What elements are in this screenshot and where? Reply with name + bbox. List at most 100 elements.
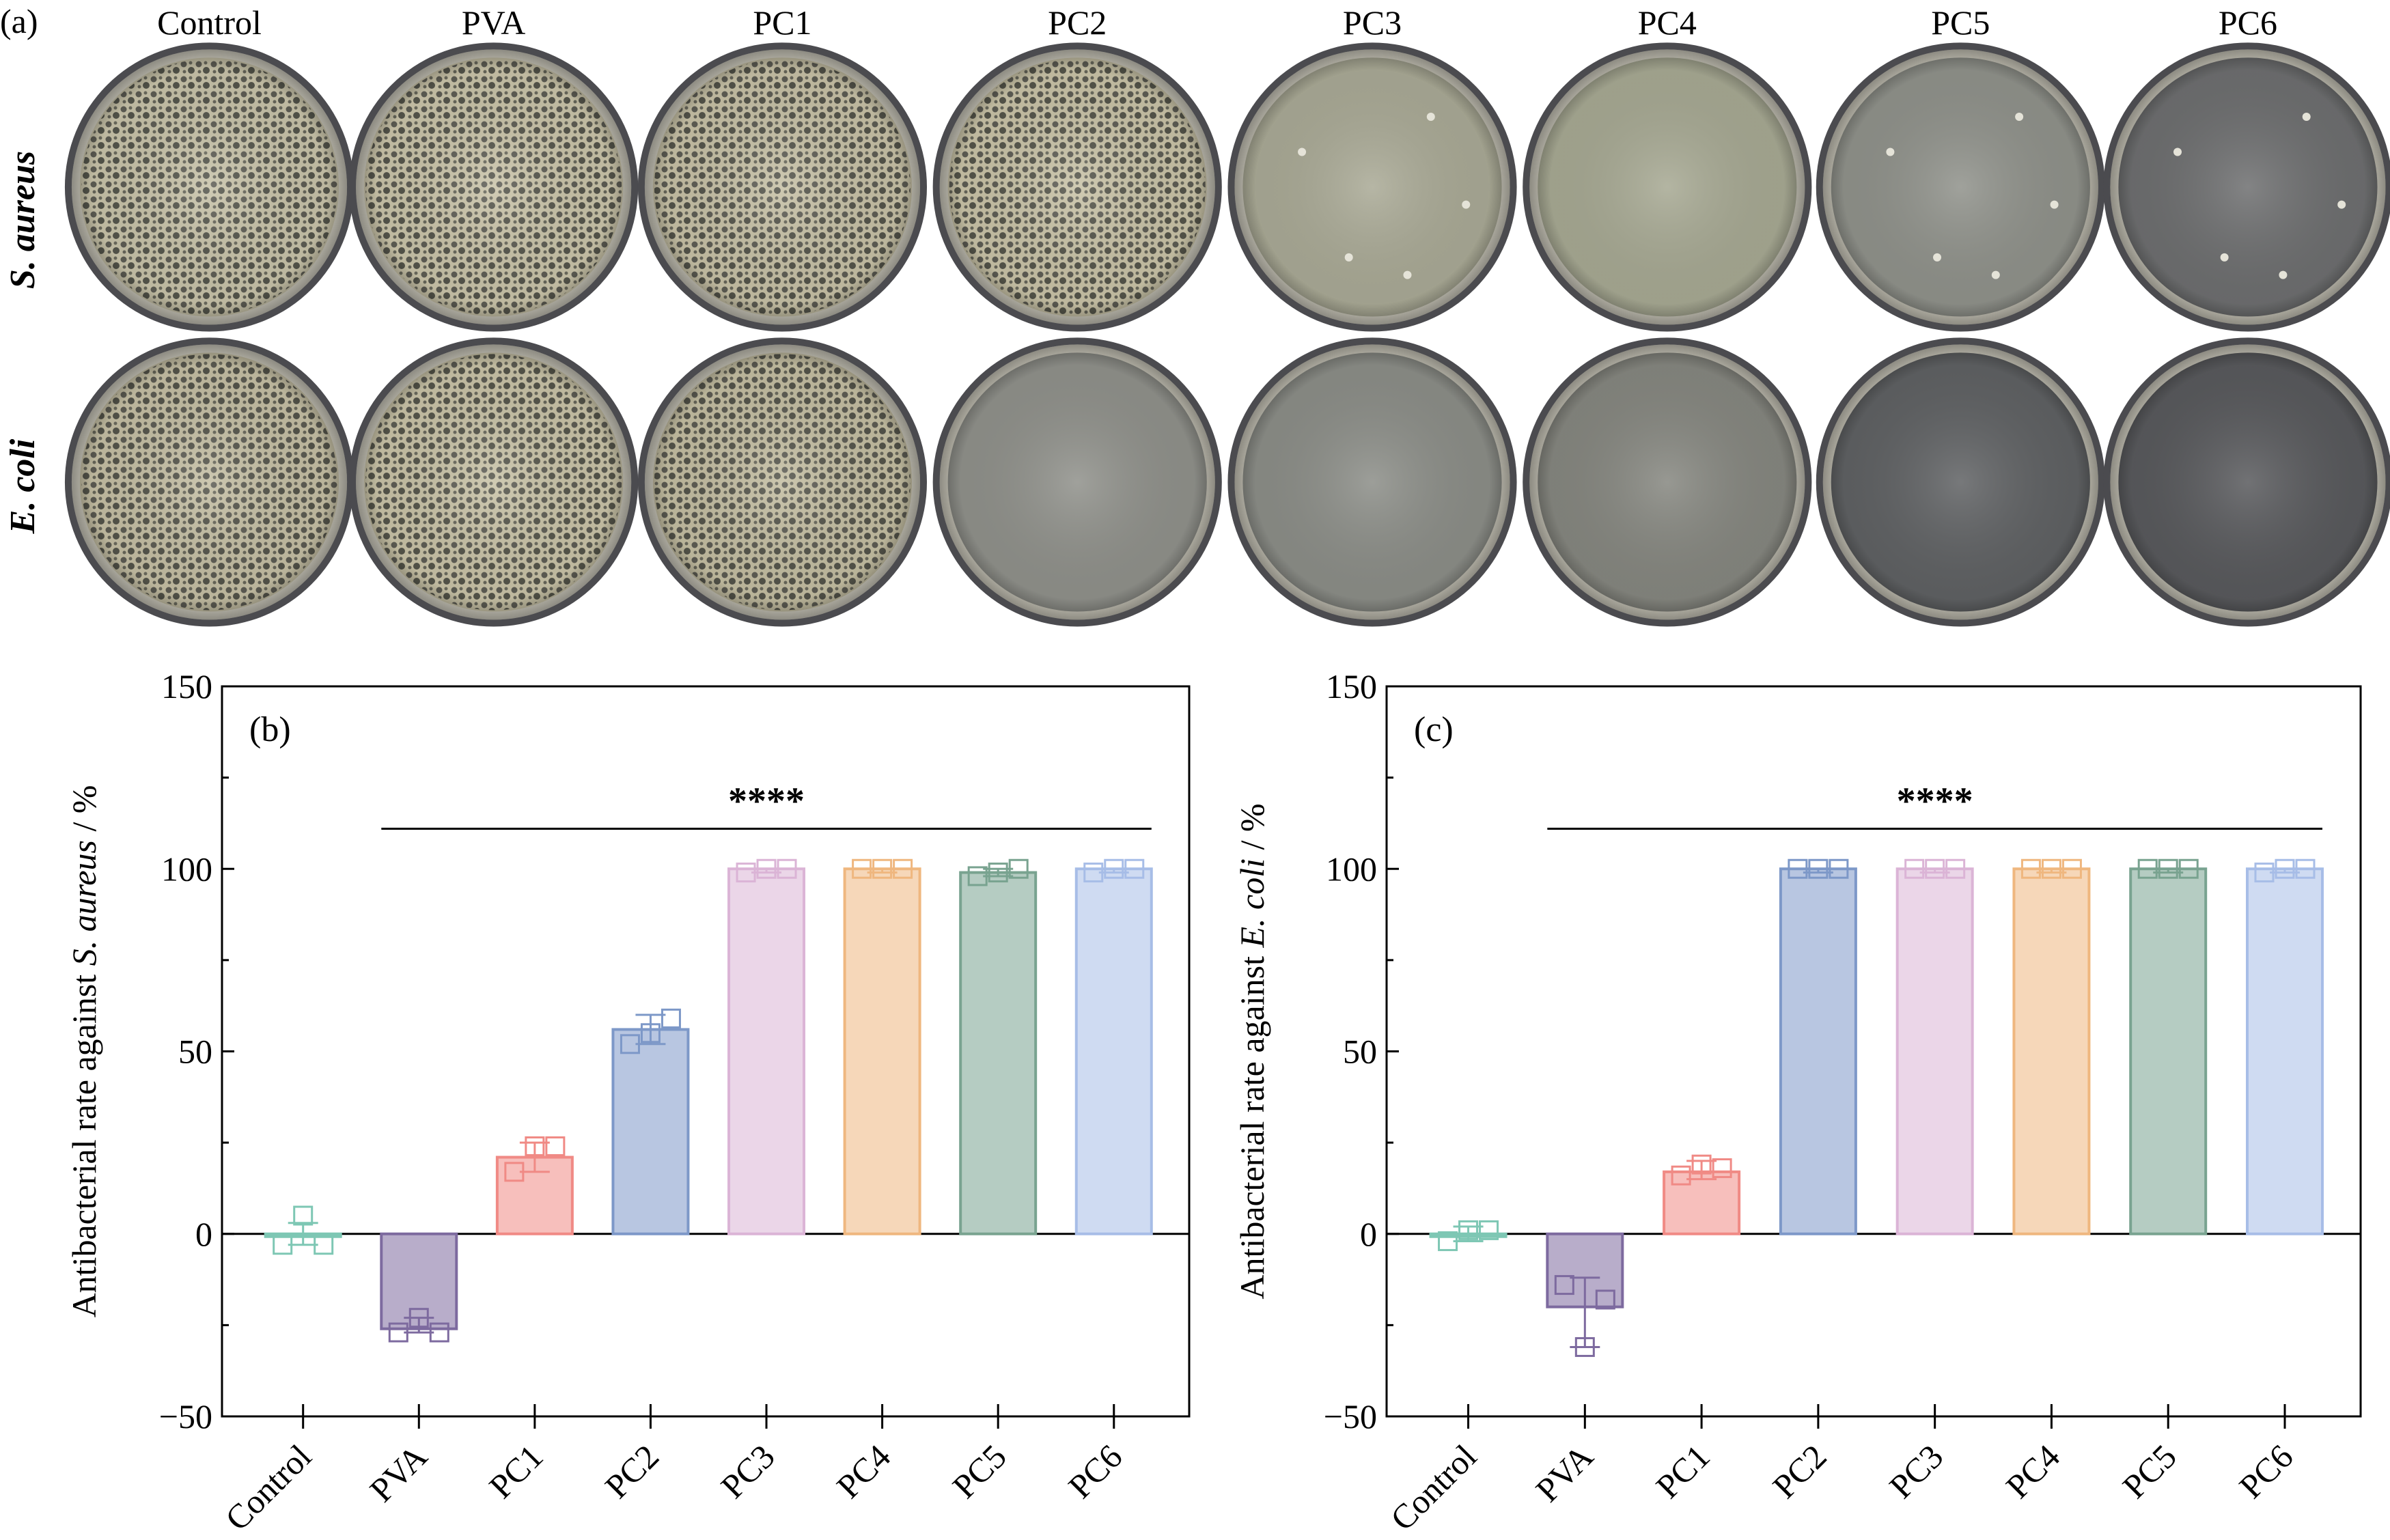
replicate-point <box>1458 1220 1479 1240</box>
x-tick-label: PC4 <box>829 1437 898 1506</box>
bar <box>2012 867 2091 1235</box>
bar <box>611 1028 690 1235</box>
petri-dish <box>1227 337 1517 627</box>
column-label: PC6 <box>2219 3 2277 42</box>
y-tick-label: 50 <box>178 1033 212 1071</box>
bar <box>1074 867 1153 1235</box>
replicate-point <box>852 858 872 879</box>
panel-label: (b) <box>249 710 291 749</box>
y-tick-label: 0 <box>1360 1215 1377 1253</box>
x-tick-label: PVA <box>362 1437 434 1509</box>
bar <box>843 867 921 1235</box>
dish-shade <box>1529 49 1805 325</box>
petri-dish <box>637 42 928 332</box>
replicate-point <box>429 1322 449 1343</box>
replicate-point <box>1124 858 1145 879</box>
dish-shade <box>1822 49 2098 325</box>
dish-shade <box>71 344 348 620</box>
petri-dish <box>1523 337 1812 627</box>
column-labels: Control PVA PC1 PC2 PC3 PC4 PC5 PC6 <box>157 3 2277 42</box>
y-axis-label-unit: / % <box>1233 803 1271 858</box>
replicate-point <box>1829 858 1849 879</box>
y-axis-label: Antibacterial rate against E. coli / % <box>1233 803 1271 1299</box>
bar <box>959 871 1038 1235</box>
panel-label: (c) <box>1414 710 1454 749</box>
replicate-point <box>1925 858 1945 879</box>
replicate-point <box>1904 858 1925 879</box>
dish-shade <box>1529 344 1805 620</box>
replicate-point <box>1083 863 1104 883</box>
replicate-point <box>756 858 777 879</box>
x-tick-label: PC2 <box>1765 1437 1834 1506</box>
y-axis-label-species: E. coli <box>1233 858 1271 949</box>
dish-shade <box>939 344 1215 620</box>
bar <box>380 1232 458 1330</box>
replicate-point <box>1788 858 1808 879</box>
row-label: E. coli <box>3 438 42 534</box>
petri-dish <box>637 337 928 627</box>
x-tick-label: Control <box>1383 1437 1484 1538</box>
petri-dish <box>2103 42 2390 332</box>
replicate-point <box>1945 858 1966 879</box>
dish-shade <box>1234 344 1510 620</box>
dish-shade <box>939 49 1215 325</box>
replicate-point <box>620 1034 640 1054</box>
replicate-point <box>1438 1231 1458 1251</box>
column-label: PC1 <box>753 3 811 42</box>
petri-dish <box>349 337 639 627</box>
petri-dish <box>932 337 1222 627</box>
x-tick-label: PC3 <box>713 1437 782 1506</box>
replicate-point <box>545 1136 566 1156</box>
bar <box>1895 867 1974 1235</box>
y-tick-label: 50 <box>1343 1033 1377 1071</box>
replicate-point <box>2158 858 2178 879</box>
y-axis-label-text: Antibacterial rate against <box>1233 948 1271 1300</box>
petri-dish <box>932 42 1222 332</box>
dish-shade <box>1234 49 1510 325</box>
dish-shade <box>644 49 921 325</box>
significance-label: **** <box>1897 780 1973 822</box>
significance-label: **** <box>728 780 805 822</box>
x-tick-label: PC6 <box>2232 1437 2301 1506</box>
dish-shade <box>356 49 632 325</box>
bar <box>1779 867 1857 1235</box>
replicate-point <box>1479 1220 1499 1240</box>
replicate-point <box>1712 1158 1732 1179</box>
column-label: PC4 <box>1638 3 1697 42</box>
row-label: S. aureus <box>3 151 42 289</box>
panel-a-label: (a) <box>0 2 38 40</box>
x-tick-label: PC2 <box>598 1437 667 1506</box>
column-label: PVA <box>462 3 526 42</box>
replicate-point <box>1671 1165 1691 1186</box>
row-labels: S. aureus E. coli <box>3 151 42 534</box>
y-tick-label: 150 <box>1326 667 1377 705</box>
dish-grid <box>64 42 2390 627</box>
replicate-point <box>314 1235 334 1255</box>
y-tick-label: −50 <box>159 1397 212 1436</box>
column-label: Control <box>157 3 262 42</box>
column-label: PC3 <box>1343 3 1402 42</box>
replicate-point <box>1808 858 1829 879</box>
y-tick-label: 100 <box>161 850 212 888</box>
replicate-point <box>2020 858 2041 879</box>
replicate-point <box>2041 858 2061 879</box>
replicate-point <box>1554 1275 1574 1296</box>
y-tick-label: −50 <box>1324 1397 1377 1436</box>
replicate-point <box>2137 858 2158 879</box>
replicate-point <box>777 858 797 879</box>
x-tick-label: PC5 <box>945 1437 1014 1506</box>
dish-shade <box>2110 344 2386 620</box>
replicate-point <box>408 1308 429 1328</box>
y-axis-label: Antibacterial rate against S. aureus / % <box>65 785 103 1318</box>
y-tick-label: 150 <box>161 667 212 705</box>
x-tick-label: PVA <box>1528 1437 1600 1509</box>
x-tick-label: PC6 <box>1061 1437 1130 1506</box>
y-tick-label: 0 <box>195 1215 212 1253</box>
replicate-point <box>1104 858 1124 879</box>
petri-dish <box>1227 42 1517 332</box>
replicate-point <box>293 1205 314 1226</box>
replicate-point <box>2295 858 2316 879</box>
replicate-point <box>1008 858 1029 879</box>
x-tick-label: PC3 <box>1882 1437 1951 1506</box>
